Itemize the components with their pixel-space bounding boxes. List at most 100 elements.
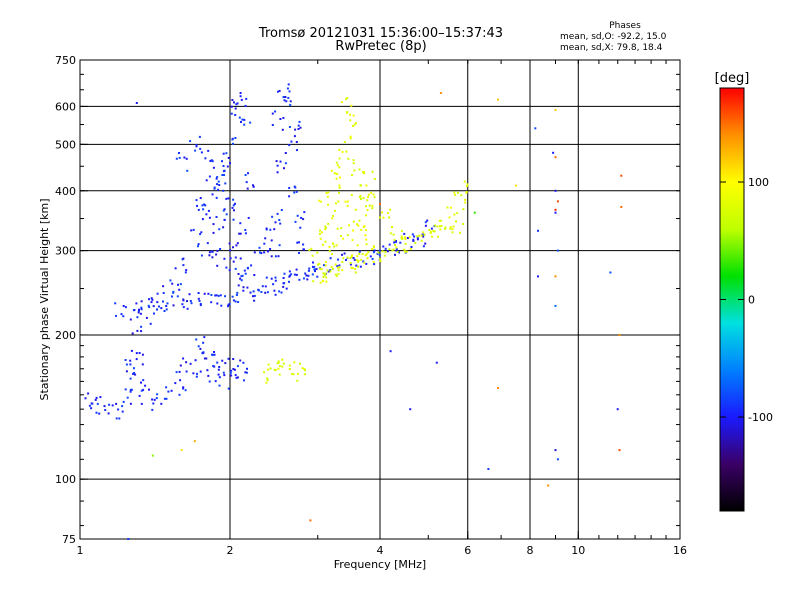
data-point [278,365,281,368]
data-point [392,233,395,236]
data-point [404,242,407,245]
data-point [339,176,341,179]
data-point [449,227,452,230]
data-point [308,249,311,252]
data-point [354,208,357,211]
data-point [338,264,341,267]
data-point [276,362,279,365]
data-point [236,242,239,245]
data-point [199,304,202,307]
data-point [362,171,364,174]
data-point [206,369,209,372]
data-point [99,396,102,399]
data-point [296,241,299,244]
data-point [440,219,442,222]
data-point [388,216,391,219]
data-point [233,101,235,104]
data-point [203,336,206,339]
data-point [365,205,367,208]
data-point [199,347,202,350]
data-point [224,295,226,298]
gridlines [80,60,680,539]
data-point [190,302,193,305]
data-point [219,294,222,297]
data-point [172,291,175,294]
phases-stats-x-mode: mean, sd,X: 79.8, 18.4 [560,43,663,53]
data-point [358,252,361,255]
data-point [186,169,189,172]
data-point [428,229,431,231]
data-point [460,194,463,197]
data-point [183,156,186,159]
data-point [288,144,291,147]
data-point [464,201,467,204]
data-point [278,89,281,92]
data-point [249,291,252,294]
data-point [208,175,211,178]
data-point [135,302,138,305]
data-point [422,245,425,248]
data-point [288,280,290,283]
data-point [466,183,469,186]
data-point [222,152,225,155]
data-point [151,298,154,301]
data-point [387,212,389,215]
data-point [366,209,369,211]
data-point [193,440,196,443]
data-point [269,248,272,250]
data-point [296,379,299,382]
data-point [324,264,327,267]
data-point [213,187,216,190]
data-point [279,222,282,225]
data-point [203,203,205,206]
data-point [152,305,155,308]
data-point [359,265,362,268]
data-point [139,312,142,315]
data-point [202,352,205,354]
data-point [312,280,315,283]
data-point [302,218,305,221]
data-point [345,98,348,101]
data-point [288,270,291,273]
data-point [241,118,244,121]
data-point [140,306,143,309]
data-point [217,188,220,191]
data-point [178,288,181,291]
data-point [227,197,230,200]
data-point [325,192,328,194]
data-point [430,227,433,230]
data-point [554,108,557,111]
data-point [354,268,357,270]
data-point [182,306,185,309]
data-point [266,379,269,382]
data-point [412,238,415,241]
data-point [215,177,218,180]
data-point [129,377,132,380]
data-point [341,260,344,263]
data-point [274,369,277,371]
data-point [423,233,426,236]
data-point [319,267,321,270]
data-point [270,277,273,280]
data-point [246,187,249,190]
data-point [223,257,226,260]
data-point [356,244,359,247]
data-point [216,264,219,267]
data-point [182,264,185,267]
data-point [212,365,215,367]
data-point [121,405,124,408]
data-point [140,308,143,311]
data-point [218,366,221,368]
data-point [307,269,310,272]
data-point [162,292,165,294]
data-point [282,96,285,99]
data-point [167,390,170,393]
data-point [140,402,143,405]
y-axis-label: Stationary phase Virtual Height [km] [38,198,51,400]
data-point [609,271,612,274]
data-point [389,232,392,235]
data-point [87,392,90,395]
data-point [318,199,321,202]
data-point [147,304,150,307]
data-point [244,229,247,231]
